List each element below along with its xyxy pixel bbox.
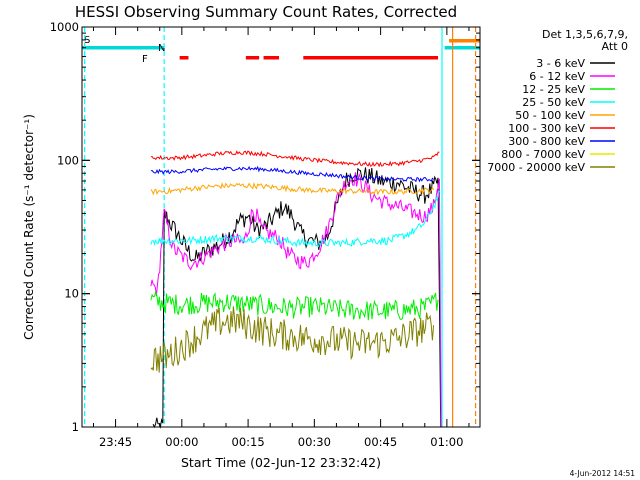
night-bar — [449, 39, 480, 43]
series-group — [150, 150, 442, 429]
y-axis: 1 10 100 1000 — [50, 20, 480, 434]
y-axis-label: Corrected Count Rate (s⁻¹ detector⁻¹) — [22, 114, 36, 340]
flare-bar — [245, 56, 260, 60]
y-tick-label: 10 — [64, 287, 79, 301]
legend-header: Att 0 — [602, 40, 628, 53]
legend-label: 800 - 7000 keV — [501, 148, 585, 161]
status-flags: S FN — [82, 35, 480, 65]
legend-label: 6 - 12 keV — [529, 70, 585, 83]
flare-bar — [179, 56, 189, 60]
flag-label: S — [84, 35, 90, 46]
legend-label: 25 - 50 keV — [522, 96, 585, 109]
series-line — [150, 181, 435, 196]
series-line — [150, 150, 440, 168]
timestamp: 4-Jun-2012 14:51 — [570, 469, 636, 478]
x-tick-label: 00:00 — [165, 435, 198, 449]
flag-label: F — [142, 54, 148, 65]
series-line — [150, 289, 439, 321]
legend-label: 12 - 25 keV — [522, 83, 585, 96]
x-tick-label: 00:15 — [232, 435, 265, 449]
flare-bar — [303, 56, 439, 60]
legend-label: 300 - 800 keV — [508, 135, 585, 148]
legend-label: 3 - 6 keV — [536, 57, 585, 70]
x-axis: 23:45 00:00 00:15 00:30 00:45 01:00 — [92, 27, 470, 449]
saa-bar — [444, 46, 480, 50]
x-tick-label: 00:45 — [364, 435, 397, 449]
saa-bar — [82, 46, 165, 50]
legend-label: 100 - 300 keV — [508, 122, 585, 135]
y-tick-label: 100 — [57, 153, 79, 167]
chart-title: HESSI Observing Summary Count Rates, Cor… — [75, 3, 457, 21]
series-line — [150, 165, 434, 183]
flare-bar — [263, 56, 280, 60]
x-axis-label: Start Time (02-Jun-12 23:32:42) — [181, 455, 381, 470]
y-tick-label: 1 — [72, 420, 79, 434]
series-line — [150, 172, 442, 428]
x-tick-label: 00:30 — [298, 435, 331, 449]
y-tick-label: 1000 — [50, 20, 79, 34]
plot-frame — [81, 26, 481, 428]
x-tick-label: 23:45 — [99, 435, 132, 449]
flag-label: N — [158, 43, 165, 54]
series-line — [150, 306, 435, 373]
legend-label: 50 - 100 keV — [515, 109, 585, 122]
x-tick-label: 01:00 — [430, 435, 463, 449]
series-line — [150, 190, 441, 248]
legend-header: Det 1,3,5,6,7,9, — [542, 28, 628, 41]
series-line — [152, 167, 442, 429]
legend-label: 7000 - 20000 keV — [487, 161, 585, 174]
